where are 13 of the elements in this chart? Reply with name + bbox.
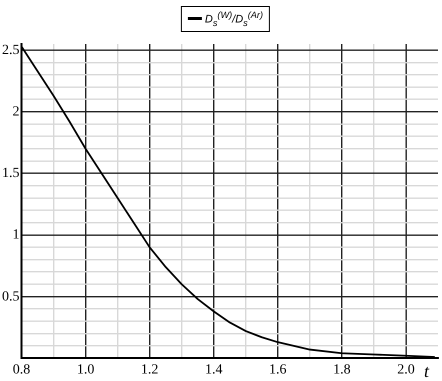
x-tick-label: 1.4 <box>204 362 222 378</box>
y-tick-label: 2 <box>12 104 20 120</box>
y-tick-label: 2.5 <box>2 42 20 58</box>
y-tick-label: 1.5 <box>2 166 20 182</box>
x-tick-label: 1.6 <box>269 362 287 378</box>
x-tick-label: 1.0 <box>76 362 94 378</box>
x-tick-label: 1.8 <box>333 362 351 378</box>
y-tick-label: 0.5 <box>2 289 20 304</box>
x-tick-label: 1.2 <box>140 362 158 378</box>
y-tick-label: 1 <box>12 228 20 243</box>
x-tick-label: 2.0 <box>397 362 415 378</box>
x-axis-title: t <box>424 360 430 381</box>
x-tick-label: 0.8 <box>12 362 30 378</box>
